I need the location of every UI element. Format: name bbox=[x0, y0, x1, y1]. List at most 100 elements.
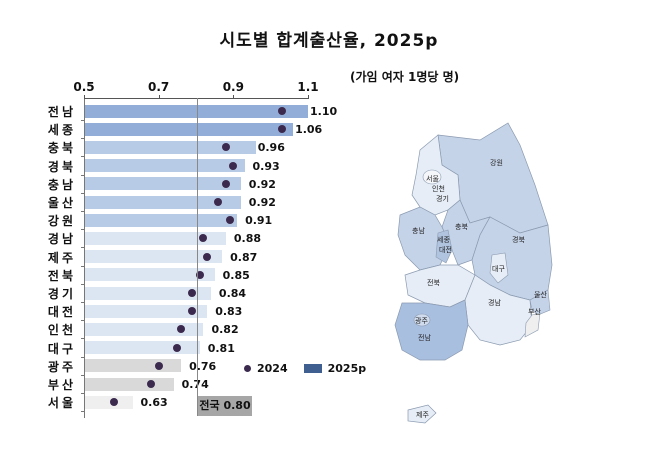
bar-value-label: 0.74 bbox=[181, 378, 209, 391]
national-reference-line bbox=[197, 98, 198, 416]
region-label: 전남 bbox=[47, 105, 76, 119]
map-label-daejeon: 대전 bbox=[439, 245, 452, 254]
bar-2025 bbox=[85, 395, 133, 409]
map-region-daegu bbox=[489, 252, 509, 284]
bar-2025 bbox=[85, 122, 294, 136]
dot-2024 bbox=[177, 325, 186, 334]
y-tick-mark bbox=[81, 211, 84, 212]
region-label: 충남 bbox=[47, 177, 76, 192]
map-label-incheon: 인천 bbox=[432, 184, 445, 193]
dot-2024 bbox=[221, 179, 230, 188]
bar-value-label: 0.96 bbox=[257, 141, 285, 155]
region-label: 서울 bbox=[47, 396, 76, 411]
bar-value-label: 0.85 bbox=[222, 268, 250, 282]
bar-value-label: 1.10 bbox=[310, 105, 338, 118]
bar-value-label: 0.91 bbox=[245, 214, 273, 228]
map-label-busan: 부산 bbox=[528, 307, 541, 316]
bar-value-label: 0.88 bbox=[233, 232, 261, 246]
chart-title: 시도별 합계출산율, 2025p bbox=[219, 31, 439, 51]
bar-2025 bbox=[85, 304, 208, 318]
map-label-jeonbuk: 전북 bbox=[427, 278, 440, 287]
dot-2024 bbox=[277, 125, 286, 134]
dot-2024 bbox=[195, 270, 204, 279]
bar-value-label: 0.81 bbox=[207, 341, 235, 355]
y-tick-mark bbox=[81, 320, 84, 322]
dot-2024 bbox=[225, 216, 234, 225]
map-label-chungnam: 충남 bbox=[412, 226, 425, 235]
legend-bar-icon bbox=[303, 364, 322, 373]
dot-2024 bbox=[214, 198, 223, 206]
dot-2024 bbox=[203, 252, 212, 261]
region-label: 충북 bbox=[47, 141, 76, 156]
map-region-seoul bbox=[422, 169, 442, 185]
y-tick-mark bbox=[81, 283, 84, 285]
bar-2025 bbox=[85, 286, 211, 300]
bar-value-label: 0.83 bbox=[215, 305, 243, 319]
bar-2025 bbox=[85, 231, 226, 245]
korea-map: 강원 서울 인천 경기 충북 충남 세종 대전 경북 대구 전북 경남 울산 부… bbox=[394, 122, 553, 424]
bar-2025 bbox=[85, 268, 215, 282]
y-tick-mark bbox=[81, 229, 84, 231]
bar-2025 bbox=[85, 140, 256, 154]
x-axis-line bbox=[84, 98, 308, 99]
bar-2025 bbox=[85, 250, 223, 264]
region-label: 광주 bbox=[47, 359, 76, 374]
x-tick-mark bbox=[308, 95, 309, 99]
x-tick-label: 0.9 bbox=[222, 80, 244, 94]
bar-2025 bbox=[85, 195, 241, 209]
map-label-ulsan: 울산 bbox=[534, 290, 547, 299]
y-tick-mark bbox=[81, 338, 84, 340]
map-label-chungbuk: 충북 bbox=[455, 222, 468, 231]
y-tick-mark bbox=[81, 192, 84, 194]
bar-2025 bbox=[85, 104, 308, 118]
map-region-sejong-daejeon bbox=[435, 229, 453, 264]
bar-2025 bbox=[85, 359, 182, 373]
bar-value-label: 0.92 bbox=[248, 196, 276, 209]
y-tick-mark bbox=[81, 120, 84, 121]
bar-value-label: 0.82 bbox=[211, 323, 239, 337]
bar-2025 bbox=[85, 377, 174, 391]
unit-label: (가임 여자 1명당 명) bbox=[350, 70, 460, 84]
dot-2024 bbox=[221, 143, 230, 152]
dot-2024 bbox=[154, 361, 163, 370]
legend-2025-label: 2025p bbox=[327, 362, 367, 375]
national-average-label: 전국 0.80 bbox=[198, 396, 252, 416]
map-label-gyeongbuk: 경북 bbox=[512, 235, 525, 244]
region-label: 세종 bbox=[47, 123, 76, 138]
region-label: 울산 bbox=[47, 196, 76, 210]
map-label-daegu: 대구 bbox=[492, 265, 505, 273]
bar-value-label: 0.84 bbox=[218, 287, 247, 300]
region-label: 부산 bbox=[47, 378, 76, 392]
x-tick-label: 0.7 bbox=[148, 80, 170, 94]
legend-dot-icon bbox=[244, 365, 251, 372]
map-region-ulsan bbox=[529, 289, 551, 316]
bar-value-label: 1.06 bbox=[295, 123, 323, 137]
dot-2024 bbox=[199, 234, 208, 243]
region-label: 대전 bbox=[47, 305, 76, 320]
map-region-gwangju bbox=[413, 313, 431, 327]
y-tick-mark bbox=[81, 356, 84, 358]
map-label-gangwon: 강원 bbox=[490, 158, 503, 167]
y-axis-line bbox=[84, 98, 85, 418]
x-tick-label: 1.1 bbox=[297, 80, 319, 94]
region-label: 경기 bbox=[47, 287, 76, 301]
region-label: 전북 bbox=[47, 268, 76, 283]
dot-2024 bbox=[188, 307, 197, 316]
y-tick-mark bbox=[81, 302, 84, 303]
x-tick-mark bbox=[84, 95, 85, 99]
bar-value-label: 0.87 bbox=[230, 250, 258, 264]
y-tick-mark bbox=[81, 411, 84, 413]
y-tick-mark bbox=[81, 393, 84, 394]
x-tick-label: 0.5 bbox=[73, 80, 95, 94]
y-tick-mark bbox=[81, 374, 84, 376]
bar-value-label: 0.76 bbox=[189, 359, 217, 373]
region-label: 경북 bbox=[47, 159, 76, 174]
x-tick-mark bbox=[158, 95, 160, 99]
bar-value-label: 0.63 bbox=[140, 396, 168, 410]
bar-2025 bbox=[85, 159, 245, 173]
dot-2024 bbox=[173, 343, 182, 352]
dot-2024 bbox=[147, 380, 156, 388]
dot-2024 bbox=[229, 161, 238, 170]
region-label: 대구 bbox=[47, 341, 76, 356]
bar-value-label: 0.93 bbox=[252, 159, 280, 173]
